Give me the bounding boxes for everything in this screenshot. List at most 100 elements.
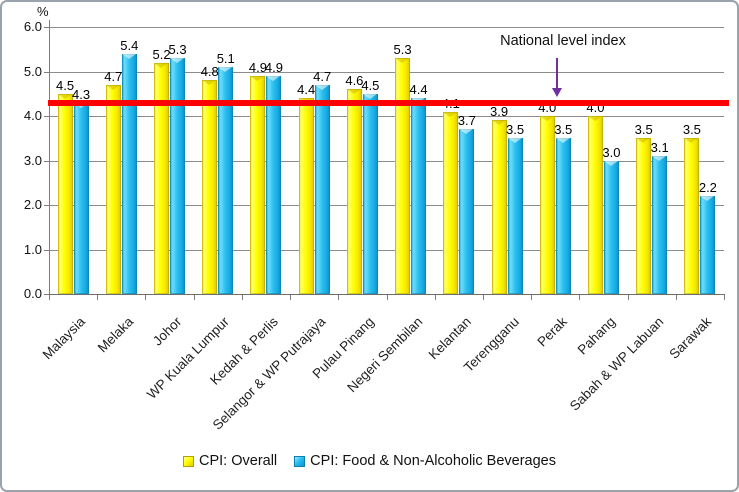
bar-value-label: 4.7: [104, 68, 123, 84]
y-axis-tick-label: 6.0: [23, 19, 42, 34]
x-axis-label-text: Sabah & WP Labuan: [566, 314, 667, 414]
x-tick-mark: [338, 295, 340, 300]
bar-food: [314, 84, 330, 294]
bar-overall: [684, 138, 700, 294]
bar-value-label: 5.4: [120, 37, 139, 53]
national-level-reference-line: [48, 99, 729, 106]
gridline: [49, 71, 724, 73]
bar-value-label: 3.5: [634, 122, 653, 138]
bar-overall: [491, 120, 507, 294]
y-tick-mark: [44, 249, 49, 251]
bar-value-label: 3.5: [554, 122, 573, 138]
bar-food: [652, 156, 668, 294]
bar-overall: [298, 98, 314, 294]
gridline: [49, 205, 724, 206]
y-axis-unit-label: %: [37, 4, 49, 19]
x-tick-mark: [290, 295, 292, 300]
x-tick-mark: [724, 295, 725, 300]
bar-value-label: 5.3: [168, 42, 187, 58]
bar-value-label: 4.9: [264, 59, 283, 75]
bar-overall: [57, 93, 73, 294]
bar-food: [73, 102, 89, 294]
bar-value-label: 4.4: [297, 82, 316, 98]
gridline: [49, 249, 724, 251]
bar-food: [555, 138, 571, 294]
x-axis-label-text: Perak: [534, 314, 570, 350]
bar-value-label: 3.7: [457, 113, 476, 129]
bar-overall: [636, 138, 652, 294]
x-tick-mark: [675, 295, 677, 300]
bar-value-label: 3.5: [505, 122, 525, 138]
bar-overall: [395, 58, 411, 294]
bar-value-label: 4.7: [313, 68, 332, 84]
y-tick-mark: [44, 27, 49, 28]
annotation-arrow-head: [552, 88, 562, 97]
y-axis-tick-label: 0.0: [23, 286, 42, 301]
bar-overall: [105, 84, 121, 294]
bar-value-label: 3.9: [489, 104, 509, 120]
bar-value-label: 4.8: [200, 64, 219, 80]
bar-overall: [443, 111, 459, 294]
bar-value-label: 5.1: [216, 51, 235, 67]
x-tick-mark: [241, 295, 243, 300]
bar-value-label: 4.4: [409, 82, 428, 98]
bar-food: [218, 67, 234, 294]
legend-swatch-food-icon: [294, 455, 306, 467]
legend-swatch-overall-icon: [183, 455, 194, 467]
x-tick-mark: [627, 295, 629, 300]
y-axis-tick-label: 2.0: [23, 197, 42, 212]
bar-value-label: 4.5: [361, 77, 380, 93]
bar-food: [266, 75, 282, 294]
bar-overall: [346, 89, 362, 294]
gridline: [49, 160, 724, 162]
y-tick-mark: [44, 160, 49, 162]
x-axis-label-text: WP Kuala Lumpur: [144, 314, 233, 402]
bar-overall: [202, 80, 218, 294]
y-axis-tick-label: 5.0: [23, 63, 42, 79]
x-tick-mark: [579, 295, 581, 300]
x-axis-line: [49, 294, 725, 295]
y-tick-mark: [44, 71, 49, 73]
x-tick-mark: [482, 295, 484, 300]
x-axis-label-text: Malaysia: [39, 314, 88, 363]
bar-value-label: 5.2: [152, 46, 171, 62]
legend-label-overall: CPI: Overall: [199, 453, 278, 469]
bar-food: [170, 58, 186, 294]
x-tick-mark: [386, 295, 388, 300]
x-axis-label-text: Kelantan: [425, 314, 474, 363]
gridline: [49, 116, 724, 117]
bar-food: [121, 53, 137, 294]
y-tick-mark: [44, 294, 49, 295]
bar-value-label: 4.9: [248, 59, 267, 75]
legend-item-cpi-food: CPI: Food & Non-Alcoholic Beverages: [294, 453, 556, 469]
bar-value-label: 4.6: [345, 73, 364, 89]
bar-value-label: 3.0: [602, 144, 621, 160]
legend: CPI: Overall CPI: Food & Non-Alcoholic B…: [2, 453, 737, 469]
y-tick-mark: [44, 205, 49, 206]
bar-value-label: 4.5: [56, 77, 75, 93]
bar-food: [411, 98, 427, 294]
annotation-arrow-shaft: [556, 58, 558, 88]
bar-food: [459, 129, 475, 294]
bar-food: [700, 196, 716, 294]
bar-overall: [250, 75, 266, 294]
x-tick-mark: [145, 295, 147, 300]
bar-value-label: 3.5: [682, 122, 701, 138]
x-tick-mark: [193, 295, 195, 300]
legend-label-food: CPI: Food & Non-Alcoholic Beverages: [310, 453, 556, 469]
x-tick-mark: [97, 295, 99, 300]
x-axis-label-text: Melaka: [94, 314, 136, 356]
y-axis-tick-label: 3.0: [23, 152, 42, 168]
y-axis-tick-label: 4.0: [23, 108, 42, 123]
bar-value-label: 4.3: [72, 86, 91, 102]
bar-overall: [154, 62, 170, 294]
legend-item-cpi-overall: CPI: Overall: [183, 453, 277, 469]
gridline: [49, 27, 724, 28]
bar-value-label: 5.3: [393, 42, 412, 58]
x-axis-label-text: Sarawak: [666, 314, 715, 362]
x-tick-mark: [531, 295, 533, 300]
y-tick-mark: [44, 116, 49, 117]
bar-value-label: 2.2: [698, 180, 717, 196]
